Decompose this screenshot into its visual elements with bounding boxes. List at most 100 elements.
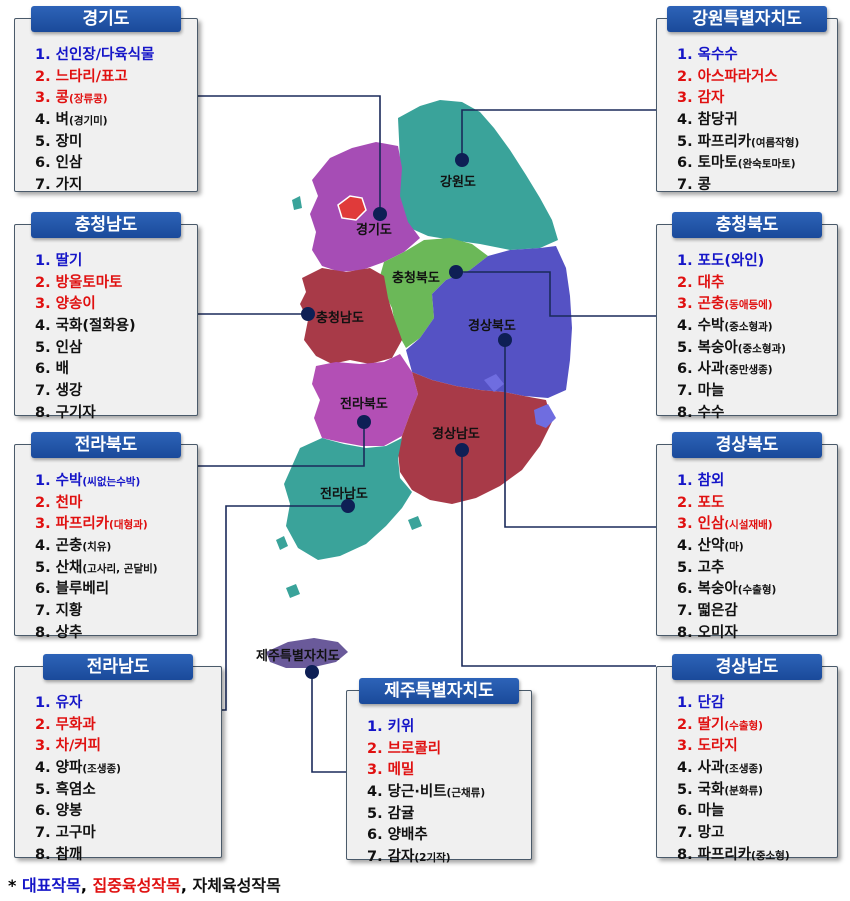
crop-name: 복숭아 (697, 339, 738, 356)
crop-number: 7. (677, 383, 693, 400)
crop-item: 5. 흑염소 (35, 780, 221, 802)
region-gyeongnam[interactable] (398, 372, 552, 504)
legend-prefix: * (8, 876, 22, 895)
crop-item: 1. 수박(씨없는수박) (35, 471, 197, 493)
crop-number: 3. (677, 516, 693, 533)
crop-item: 6. 사과(중만생종) (677, 359, 837, 381)
marker-gyeongnam (455, 443, 469, 457)
box-title: 경상남도 (672, 654, 822, 680)
crop-number: 1. (677, 695, 693, 711)
crop-number: 4. (677, 112, 693, 129)
crop-name: 천마 (55, 494, 83, 511)
region-gyeongbuk[interactable] (406, 246, 572, 398)
crop-number: 3. (35, 90, 51, 107)
region-chungnam[interactable] (300, 268, 402, 364)
crop-note: (여름작형) (751, 136, 800, 149)
crop-name: 산약 (697, 538, 725, 555)
crop-name: 가지 (55, 177, 83, 194)
crop-number: 3. (367, 762, 383, 779)
marker-dots (301, 153, 512, 679)
region-chungbuk[interactable] (380, 238, 488, 348)
connector-lines (196, 95, 656, 773)
crop-name: 떫은감 (697, 603, 738, 620)
label-chungnam: 충청남도 (316, 310, 364, 326)
region-jeonbuk[interactable] (312, 354, 418, 446)
label-jeju: 제주특별자치도 (256, 648, 340, 664)
crop-number: 6. (677, 361, 693, 378)
crop-name: 망고 (697, 825, 725, 842)
crop-item: 4. 참당귀 (677, 110, 837, 132)
crop-name: 국화(절화용) (55, 318, 136, 335)
marker-jeonnam (341, 499, 355, 513)
label-jeonnam: 전라남도 (320, 486, 368, 502)
crop-name: 인삼 (55, 339, 83, 356)
crop-item: 4. 수박(중소형과) (677, 316, 837, 338)
crop-item: 3. 차/커피 (35, 736, 221, 758)
label-gyeonggi: 경기도 (356, 222, 392, 238)
label-jeonbuk: 전라북도 (340, 396, 388, 412)
crop-item: 1. 단감 (677, 693, 837, 715)
crop-item: 5. 감귤 (367, 804, 531, 826)
crop-number: 1. (35, 695, 51, 711)
crop-note: (근채류) (446, 787, 486, 800)
crop-number: 5. (35, 339, 51, 356)
crop-item: 6. 토마토(완숙토마토) (677, 153, 837, 175)
crop-name: 배 (55, 361, 70, 378)
crop-number: 5. (677, 339, 693, 356)
crop-item: 3. 메밀 (367, 760, 531, 782)
crop-item: 6. 인삼 (35, 153, 197, 175)
crop-name: 곤충 (697, 296, 725, 313)
box-gyeonggi: 경기도 1. 선인장/다육식물 2. 느타리/표고 3. 콩(장류콩) 4. 벼(경기… (14, 6, 198, 193)
region-gangwon[interactable] (398, 100, 558, 250)
marker-jeonbuk (357, 415, 371, 429)
legend-intensive: 집중육성작목 (92, 876, 181, 895)
crop-item: 8. 상추 (35, 623, 197, 645)
crop-note: (조생종) (82, 763, 121, 776)
crop-number: 2. (367, 740, 383, 757)
crop-item: 6. 양봉 (35, 801, 221, 823)
crop-list: 1. 유자 2. 무화과 3. 차/커피 4. 양파(조생종) 5. 흑염소 6. 양봉 7… (15, 667, 221, 867)
crop-item: 6. 블루베리 (35, 579, 197, 601)
crop-item: 4. 양파(조생종) (35, 758, 221, 780)
crop-list: 1. 키위 2. 브로콜리 3. 메밀 4. 당근·비트(근채류) 5. 감귤 6. 양배… (347, 691, 531, 869)
crop-item: 5. 인삼 (35, 338, 197, 360)
crop-name: 벼 (55, 112, 70, 129)
crop-item: 4. 당근·비트(근채류) (367, 782, 531, 804)
crop-item: 4. 국화(절화용) (35, 316, 197, 338)
crop-name: 방울토마토 (55, 274, 123, 291)
crop-name: 고구마 (55, 825, 96, 842)
crop-list: 1. 딸기 2. 방울토마토 3. 양송이 4. 국화(절화용) 5. 인삼 6. 배 7.… (15, 225, 197, 425)
crop-item: 6. 배 (35, 359, 197, 381)
crop-item: 7. 생강 (35, 381, 197, 403)
crop-item: 7. 마늘 (677, 381, 837, 403)
crop-item: 7. 감자(2기작) (367, 847, 531, 869)
crop-number: 1. (677, 253, 693, 269)
crop-name: 사과 (697, 361, 725, 378)
crop-list: 1. 선인장/다육식물 2. 느타리/표고 3. 콩(장류콩) 4. 벼(경기미) 5.… (15, 19, 197, 197)
crop-note: (중소형과) (737, 342, 786, 355)
crop-item: 5. 장미 (35, 132, 197, 154)
crop-number: 6. (677, 581, 693, 598)
crop-number: 8. (35, 846, 51, 863)
crop-name: 블루베리 (55, 581, 110, 598)
crop-number: 3. (677, 296, 693, 313)
crop-number: 4. (35, 112, 51, 129)
region-seoul[interactable] (337, 195, 367, 221)
legend-separator: , (180, 876, 193, 895)
crop-number: 7. (367, 849, 383, 866)
crop-number: 6. (35, 581, 51, 598)
crop-item: 4. 벼(경기미) (35, 110, 197, 132)
crop-item: 8. 구기자 (35, 403, 197, 425)
marker-gyeongbuk (498, 333, 512, 347)
crop-name: 마늘 (697, 383, 725, 400)
crop-item: 5. 고추 (677, 558, 837, 580)
crop-name: 구기자 (55, 404, 96, 421)
crop-name: 장미 (55, 133, 83, 150)
marker-chungbuk (449, 265, 463, 279)
crop-item: 3. 콩(장류콩) (35, 88, 197, 110)
crop-name: 지황 (55, 603, 83, 620)
region-jeju[interactable] (266, 638, 348, 668)
crop-item: 4. 사과(조생종) (677, 758, 837, 780)
crop-number: 2. (35, 274, 51, 291)
crop-name: 느타리/표고 (55, 68, 128, 85)
